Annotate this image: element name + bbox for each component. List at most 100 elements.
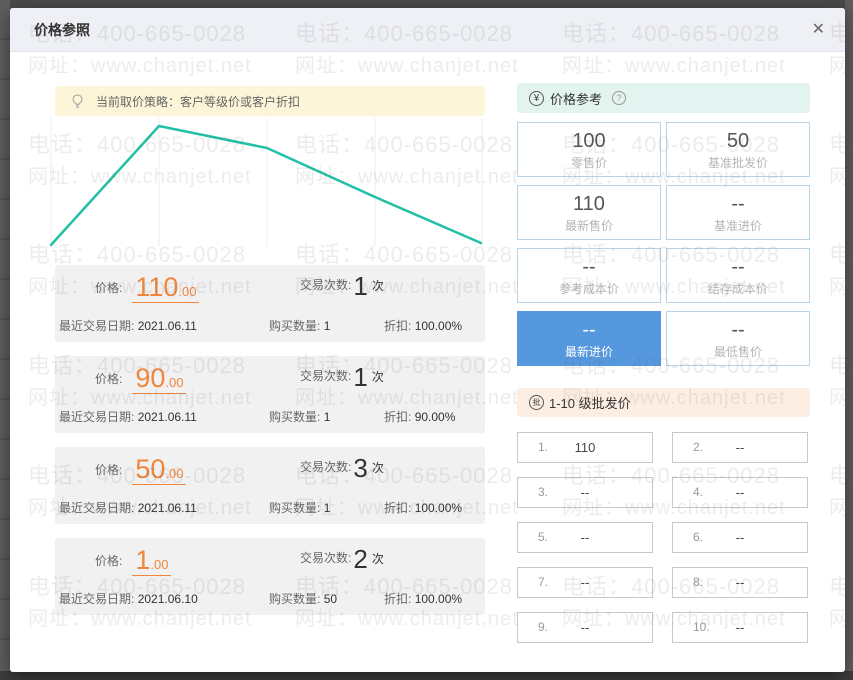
qty-label: 购买数量:: [269, 410, 321, 424]
qty-value: 1: [323, 501, 331, 515]
qty-value: 1: [323, 410, 331, 424]
wholesale-box-number: 10.: [693, 620, 710, 634]
price-box[interactable]: -- 最低售价: [666, 311, 810, 366]
price-box[interactable]: 100 零售价: [517, 122, 661, 177]
date-value: 2021.06.11: [137, 410, 197, 424]
date-value: 2021.06.11: [137, 501, 197, 515]
wholesale-box-number: 4.: [693, 485, 704, 499]
yen-icon: ¥: [529, 90, 544, 106]
price-label: 价格:: [95, 281, 123, 295]
count-unit: 次: [371, 461, 384, 475]
price-box[interactable]: 50 基准批发价: [666, 122, 810, 177]
wholesale-box[interactable]: 4. --: [672, 477, 808, 508]
price-reference-grid: 100 零售价 50 基准批发价 110 最新售价 -- 基准进价 -- 参考成…: [517, 122, 810, 366]
background-app-right-strip: [845, 0, 853, 680]
background-app-left-strip: [0, 0, 10, 680]
close-icon[interactable]: ✕: [811, 21, 825, 38]
price-box-value: --: [731, 319, 745, 341]
count-unit: 次: [371, 370, 384, 384]
qty-value: 50: [323, 592, 338, 606]
wholesale-box[interactable]: 7. --: [517, 567, 653, 598]
transaction-card: 价格: 110.00 交易次数: 1 次 最近交易日期: 2021.06.11 …: [55, 265, 485, 342]
wholesale-box-value: --: [580, 620, 590, 635]
count-value: 1: [353, 362, 368, 392]
discount-value: 100.00%: [414, 319, 463, 333]
background-app-bottom-strip: [0, 671, 853, 680]
wholesale-box[interactable]: 2. --: [672, 432, 808, 463]
wholesale-box-value: --: [580, 530, 590, 545]
count-value: 2: [353, 544, 368, 574]
pricing-strategy-notice: 当前取价策略：客户等级价或客户折扣: [55, 86, 485, 116]
price-link[interactable]: 1.00: [132, 546, 172, 576]
wholesale-box[interactable]: 1. 110: [517, 432, 653, 463]
count-value: 3: [353, 453, 368, 483]
price-box-label: 零售价: [570, 156, 607, 170]
price-trend-chart: [35, 118, 485, 253]
price-link[interactable]: 50.00: [132, 455, 187, 485]
wholesale-banner: 批 1-10 级批发价: [517, 388, 810, 417]
qty-label: 购买数量:: [269, 501, 321, 515]
count-label: 交易次数:: [300, 278, 352, 292]
price-box-value: --: [582, 319, 596, 341]
date-label: 最近交易日期:: [59, 410, 135, 424]
count-value: 1: [353, 271, 368, 301]
wholesale-box-value: --: [580, 485, 590, 500]
wholesale-box-number: 6.: [693, 530, 704, 544]
discount-label: 折扣:: [384, 501, 412, 515]
wholesale-box[interactable]: 5. --: [517, 522, 653, 553]
wholesale-box-number: 8.: [693, 575, 704, 589]
price-box[interactable]: -- 基准进价: [666, 185, 810, 240]
qty-label: 购买数量:: [269, 319, 321, 333]
wholesale-box[interactable]: 3. --: [517, 477, 653, 508]
count-unit: 次: [371, 552, 384, 566]
price-link[interactable]: 110.00: [132, 273, 200, 303]
price-reference-title: 价格参考: [550, 91, 603, 107]
transaction-list: 价格: 110.00 交易次数: 1 次 最近交易日期: 2021.06.11 …: [55, 265, 485, 629]
date-value: 2021.06.11: [137, 319, 197, 333]
count-label: 交易次数:: [300, 460, 352, 474]
price-box-value: --: [731, 193, 745, 215]
background-app-top-strip: [0, 0, 853, 9]
modal-title: 价格参照: [34, 22, 90, 38]
wholesale-box[interactable]: 10. --: [672, 612, 808, 643]
discount-value: 100.00%: [414, 501, 463, 515]
lightbulb-icon: [72, 93, 83, 108]
price-label: 价格:: [95, 554, 123, 568]
price-reference-banner: ¥ 价格参考 ?: [517, 83, 810, 113]
price-link[interactable]: 90.00: [132, 364, 187, 394]
price-label: 价格:: [95, 463, 123, 477]
transaction-card: 价格: 50.00 交易次数: 3 次 最近交易日期: 2021.06.11 购…: [55, 447, 485, 524]
price-box[interactable]: -- 结存成本价: [666, 248, 810, 303]
count-unit: 次: [371, 279, 384, 293]
notice-text: 当前取价策略：客户等级价或客户折扣: [96, 94, 301, 109]
wholesale-box-number: 1.: [538, 440, 549, 454]
wholesale-box-value: --: [735, 575, 745, 590]
wholesale-box-value: 110: [574, 440, 596, 455]
transaction-card: 价格: 90.00 交易次数: 1 次 最近交易日期: 2021.06.11 购…: [55, 356, 485, 433]
discount-label: 折扣:: [384, 319, 412, 333]
price-reference-modal: 价格参照 ✕ 当前取价策略：客户等级价或客户折扣 价格: 110.00 交易次数…: [10, 8, 845, 672]
price-box-label: 基准进价: [713, 219, 762, 233]
wholesale-box-number: 5.: [538, 530, 549, 544]
price-box[interactable]: -- 最新进价: [517, 311, 661, 366]
price-box-label: 最低售价: [713, 345, 762, 359]
price-box-label: 最新进价: [564, 345, 613, 359]
wholesale-box-value: --: [580, 575, 590, 590]
wholesale-box[interactable]: 8. --: [672, 567, 808, 598]
date-label: 最近交易日期:: [59, 319, 135, 333]
modal-header: 价格参照 ✕: [10, 8, 845, 52]
wholesale-box-number: 7.: [538, 575, 549, 589]
transaction-card: 价格: 1.00 交易次数: 2 次 最近交易日期: 2021.06.10 购买…: [55, 538, 485, 615]
price-box[interactable]: 110 最新售价: [517, 185, 661, 240]
price-box-label: 基准批发价: [707, 156, 768, 170]
wholesale-box-value: --: [735, 530, 745, 545]
count-label: 交易次数:: [300, 369, 352, 383]
wholesale-icon: 批: [529, 395, 544, 410]
price-box-value: 100: [572, 130, 606, 152]
wholesale-box[interactable]: 6. --: [672, 522, 808, 553]
help-icon[interactable]: ?: [612, 91, 627, 105]
discount-value: 100.00%: [414, 592, 463, 606]
wholesale-box[interactable]: 9. --: [517, 612, 653, 643]
price-box[interactable]: -- 参考成本价: [517, 248, 661, 303]
price-box-label: 最新售价: [564, 219, 613, 233]
